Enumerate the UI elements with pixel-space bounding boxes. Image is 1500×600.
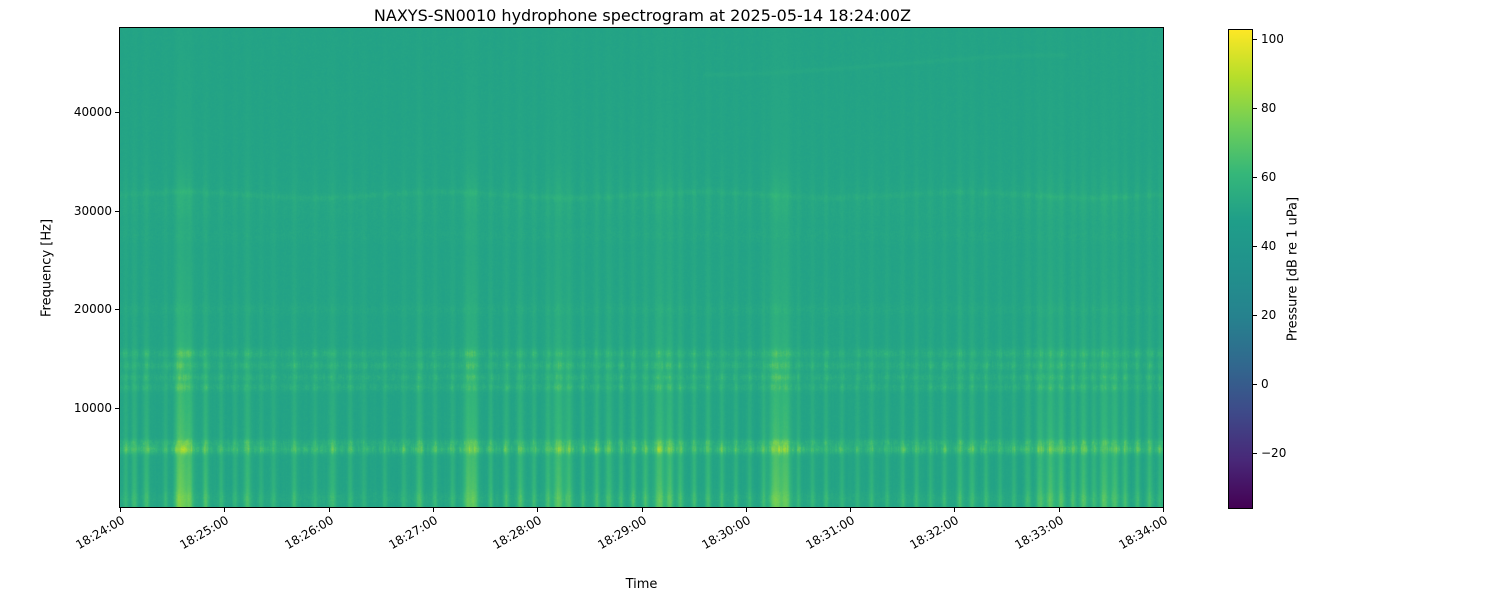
x-tick-mark [329,508,330,512]
colorbar-tick-label: 0 [1261,377,1269,391]
x-tick-mark [224,508,225,512]
chart-title: NAXYS-SN0010 hydrophone spectrogram at 2… [373,6,912,25]
colorbar-label: Pressure [dB re 1 uPa] [1285,196,1301,342]
y-tick-label: 40000 [73,105,112,119]
colorbar-tick-label: 40 [1261,239,1277,253]
x-tick-mark [850,508,851,512]
colorbar-tick-mark [1253,39,1257,40]
x-axis-label: Time [625,577,658,592]
y-tick-label: 20000 [73,302,112,316]
colorbar-tick-label: 60 [1261,170,1277,184]
y-tick-mark [115,408,119,409]
x-tick-label: 18:34:00 [1116,513,1170,553]
y-tick-label: 10000 [73,401,112,415]
x-tick-label: 18:25:00 [177,513,231,553]
x-tick-mark [120,508,121,512]
colorbar-tick-mark [1253,246,1257,247]
colorbar-tick-mark [1253,108,1257,109]
y-tick-mark [115,309,119,310]
x-tick-label: 18:33:00 [1012,513,1066,553]
x-tick-mark [1059,508,1060,512]
colorbar-tick-mark [1253,453,1257,454]
colorbar-tick-mark [1253,315,1257,316]
y-tick-label: 30000 [73,204,112,218]
y-tick-mark [115,211,119,212]
x-tick-label: 18:31:00 [803,513,857,553]
x-tick-mark [433,508,434,512]
x-tick-mark [954,508,955,512]
x-tick-mark [537,508,538,512]
x-tick-label: 18:32:00 [907,513,961,553]
colorbar-tick-label: 80 [1261,101,1277,115]
colorbar-tick-label: −20 [1261,446,1287,460]
x-tick-mark [1163,508,1164,512]
spectrogram-canvas [120,28,1163,507]
x-tick-label: 18:28:00 [490,513,544,553]
x-tick-label: 18:29:00 [595,513,649,553]
colorbar [1228,29,1253,509]
plot-area [119,27,1164,508]
colorbar-tick-label: 20 [1261,308,1277,322]
x-tick-mark [746,508,747,512]
x-tick-mark [642,508,643,512]
x-tick-label: 18:26:00 [282,513,336,553]
x-tick-label: 18:27:00 [386,513,440,553]
x-tick-label: 18:24:00 [73,513,127,553]
y-tick-mark [115,112,119,113]
colorbar-tick-mark [1253,177,1257,178]
x-tick-label: 18:30:00 [699,513,753,553]
colorbar-tick-mark [1253,384,1257,385]
colorbar-tick-label: 100 [1261,32,1284,46]
